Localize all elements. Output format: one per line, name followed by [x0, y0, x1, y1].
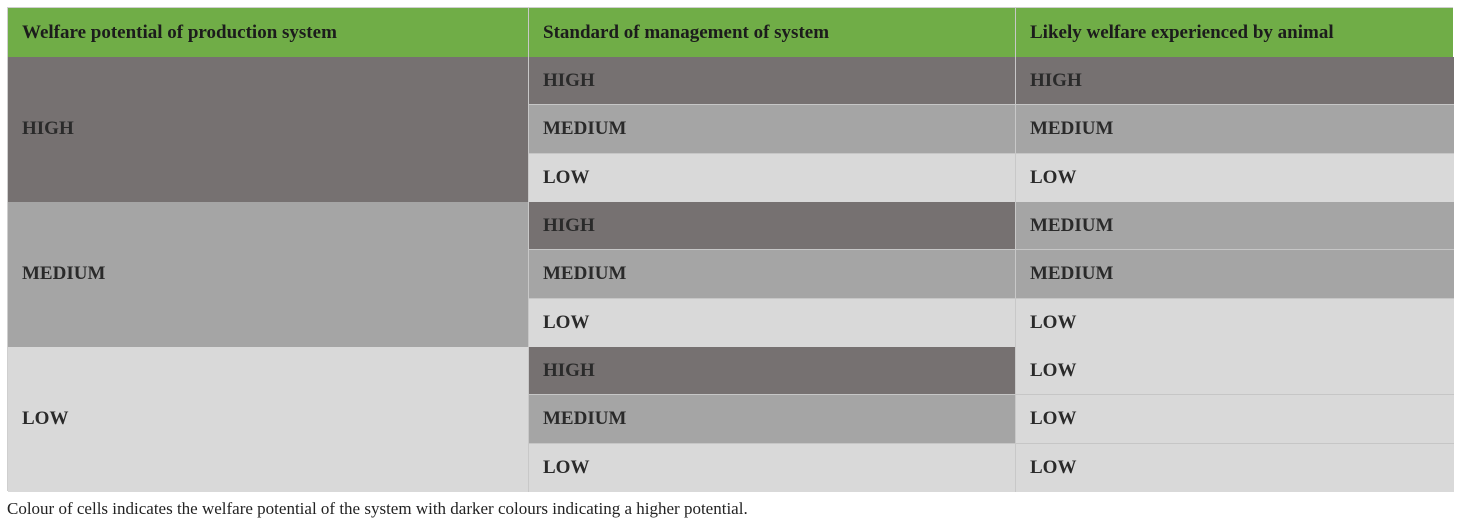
table-footnote: Colour of cells indicates the welfare po…	[7, 499, 748, 518]
management-cell: LOW	[529, 298, 1016, 347]
welfare-cell: LOW	[1016, 443, 1454, 492]
header-management-standard: Standard of management of system	[529, 8, 1016, 57]
welfare-cell: LOW	[1016, 153, 1454, 202]
welfare-cell: MEDIUM	[1016, 250, 1454, 299]
welfare-cell: MEDIUM	[1016, 201, 1454, 251]
management-cell: HIGH	[529, 201, 1016, 251]
management-cell: MEDIUM	[529, 395, 1016, 444]
welfare-cell: HIGH	[1016, 57, 1454, 106]
welfare-table: Welfare potential of production system S…	[7, 7, 1454, 492]
welfare-cell: LOW	[1016, 298, 1454, 347]
potential-cell-medium: MEDIUM	[8, 201, 529, 347]
management-cell: MEDIUM	[529, 105, 1016, 154]
potential-cell-high: HIGH	[8, 57, 529, 202]
management-cell: MEDIUM	[529, 250, 1016, 299]
management-cell: HIGH	[529, 57, 1016, 106]
welfare-cell: LOW	[1016, 395, 1454, 444]
header-likely-welfare: Likely welfare experienced by animal	[1016, 8, 1454, 57]
management-cell: HIGH	[529, 346, 1016, 396]
management-cell: LOW	[529, 153, 1016, 202]
header-welfare-potential: Welfare potential of production system	[8, 8, 529, 57]
welfare-cell: MEDIUM	[1016, 105, 1454, 154]
welfare-cell: LOW	[1016, 346, 1454, 396]
potential-cell-low: LOW	[8, 346, 529, 492]
management-cell: LOW	[529, 443, 1016, 492]
